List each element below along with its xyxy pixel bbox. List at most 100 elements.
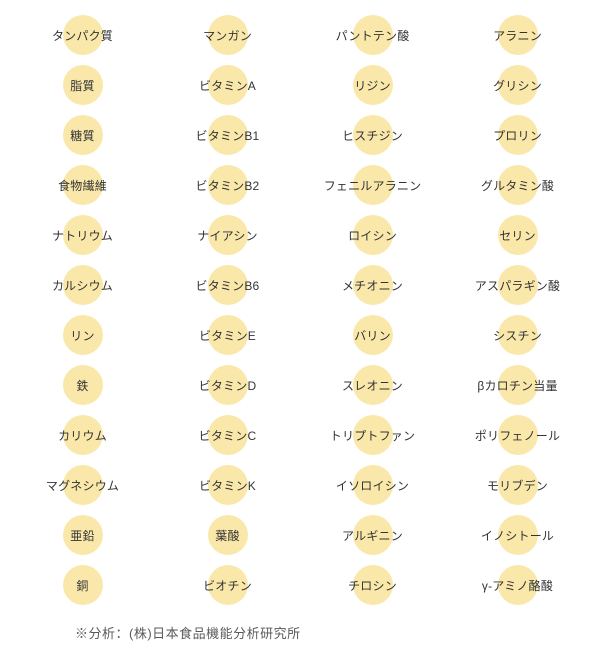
nutrient-cell: 葉酸 (155, 510, 300, 560)
nutrient-label: ビタミンE (199, 327, 256, 344)
nutrient-label: 葉酸 (215, 527, 239, 544)
nutrient-label: ポリフェノール (475, 427, 560, 444)
nutrient-cell: ビタミンD (155, 360, 300, 410)
nutrient-label: セリン (499, 227, 536, 244)
nutrient-label: カリウム (58, 427, 107, 444)
nutrient-label: ビタミンB2 (196, 177, 260, 194)
nutrient-label: 鉄 (76, 377, 88, 394)
nutrient-cell: ヒスチジン (300, 110, 445, 160)
nutrient-label: タンパク質 (52, 27, 113, 44)
nutrient-label: ビタミンC (199, 427, 257, 444)
nutrient-cell: アスパラギン酸 (445, 260, 590, 310)
nutrient-cell: イノシトール (445, 510, 590, 560)
nutrient-label: ナトリウム (52, 227, 113, 244)
nutrient-label: 脂質 (70, 77, 94, 94)
nutrient-cell: チロシン (300, 560, 445, 610)
nutrient-label: イソロイシン (336, 477, 409, 494)
nutrient-cell: トリプトファン (300, 410, 445, 460)
nutrient-cell: カルシウム (10, 260, 155, 310)
nutrient-label: ナイアシン (197, 227, 258, 244)
nutrient-label: アスパラギン酸 (475, 277, 560, 294)
nutrient-cell: モリブデン (445, 460, 590, 510)
column-1: タンパク質脂質糖質食物繊維ナトリウムカルシウムリン鉄カリウムマグネシウム亜鉛銅 (10, 10, 155, 610)
nutrient-label: 食物繊維 (58, 177, 107, 194)
nutrient-cell: グルタミン酸 (445, 160, 590, 210)
nutrient-cell: 糖質 (10, 110, 155, 160)
footnote: ※分析：(株)日本食品機能分析研究所 (75, 623, 301, 642)
nutrient-label: ビタミンD (199, 377, 257, 394)
nutrient-cell: バリン (300, 310, 445, 360)
nutrient-label: リン (70, 327, 94, 344)
nutrient-label: モリブデン (487, 477, 548, 494)
nutrient-label: γ-アミノ酪酸 (482, 577, 553, 594)
column-3: パントテン酸リジンヒスチジンフェニルアラニンロイシンメチオニンバリンスレオニント… (300, 10, 445, 610)
nutrient-cell: イソロイシン (300, 460, 445, 510)
nutrient-label: ビオチン (203, 577, 252, 594)
column-2: マンガンビタミンA ビタミンB1 ビタミンB2 ナイアシンビタミンB6 ビタミンE ビタミ… (155, 10, 300, 610)
nutrient-cell: 亜鉛 (10, 510, 155, 560)
nutrient-label: カルシウム (52, 277, 113, 294)
nutrient-cell: セリン (445, 210, 590, 260)
nutrient-label: スレオニン (342, 377, 403, 394)
nutrient-cell: グリシン (445, 60, 590, 110)
nutrient-cell: リン (10, 310, 155, 360)
nutrient-cell: リジン (300, 60, 445, 110)
nutrient-cell: ナイアシン (155, 210, 300, 260)
nutrient-cell: アルギニン (300, 510, 445, 560)
nutrient-cell: ポリフェノール (445, 410, 590, 460)
nutrient-label: ビタミンB6 (196, 277, 260, 294)
nutrient-cell: タンパク質 (10, 10, 155, 60)
nutrient-cell: 鉄 (10, 360, 155, 410)
nutrient-cell: カリウム (10, 410, 155, 460)
nutrient-label: 糖質 (70, 127, 94, 144)
nutrient-cell: γ-アミノ酪酸 (445, 560, 590, 610)
nutrient-cell: シスチン (445, 310, 590, 360)
nutrient-label: 亜鉛 (70, 527, 94, 544)
nutrient-label: βカロチン当量 (477, 377, 557, 394)
nutrient-cell: ビタミンC (155, 410, 300, 460)
nutrient-cell: 脂質 (10, 60, 155, 110)
nutrient-cell: アラニン (445, 10, 590, 60)
nutrient-label: グルタミン酸 (481, 177, 554, 194)
nutrient-label: パントテン酸 (336, 27, 410, 44)
nutrient-label: 銅 (76, 577, 88, 594)
nutrient-cell: ビタミンB6 (155, 260, 300, 310)
nutrient-label: マグネシウム (46, 477, 119, 494)
nutrient-cell: ビタミンK (155, 460, 300, 510)
nutrient-label: アラニン (493, 27, 542, 44)
nutrient-label: ビタミンK (199, 477, 256, 494)
nutrient-label: バリン (354, 327, 391, 344)
nutrient-label: ロイシン (348, 227, 397, 244)
nutrient-cell: ロイシン (300, 210, 445, 260)
nutrient-label: チロシン (348, 577, 397, 594)
nutrient-label: マンガン (203, 27, 252, 44)
nutrient-cell: マンガン (155, 10, 300, 60)
nutrient-cell: ビオチン (155, 560, 300, 610)
nutrient-cell: βカロチン当量 (445, 360, 590, 410)
nutrient-label: フェニルアラニン (324, 177, 422, 194)
nutrient-cell: フェニルアラニン (300, 160, 445, 210)
nutrient-label: アルギニン (342, 527, 403, 544)
nutrient-cell: ビタミンE (155, 310, 300, 360)
nutrient-label: ヒスチジン (342, 127, 403, 144)
nutrient-label: メチオニン (342, 277, 403, 294)
nutrient-label: グリシン (493, 77, 542, 94)
nutrient-label: シスチン (493, 327, 542, 344)
nutrient-label: リジン (354, 77, 391, 94)
nutrient-cell: プロリン (445, 110, 590, 160)
nutrient-cell: マグネシウム (10, 460, 155, 510)
nutrient-cell: メチオニン (300, 260, 445, 310)
nutrient-cell: パントテン酸 (300, 10, 445, 60)
nutrient-cell: 食物繊維 (10, 160, 155, 210)
nutrient-cell: スレオニン (300, 360, 445, 410)
nutrient-cell: ビタミンB1 (155, 110, 300, 160)
nutrient-label: ビタミンB1 (196, 127, 260, 144)
nutrient-label: ビタミンA (199, 77, 256, 94)
nutrient-cell: ビタミンB2 (155, 160, 300, 210)
nutrient-grid: タンパク質脂質糖質食物繊維ナトリウムカルシウムリン鉄カリウムマグネシウム亜鉛銅 … (0, 0, 600, 610)
nutrient-label: イノシトール (481, 527, 554, 544)
nutrient-label: トリプトファン (330, 427, 415, 444)
nutrient-cell: 銅 (10, 560, 155, 610)
nutrient-label: プロリン (493, 127, 542, 144)
column-4: アラニングリシンプロリングルタミン酸セリンアスパラギン酸シスチン βカロチン当量ポ… (445, 10, 590, 610)
